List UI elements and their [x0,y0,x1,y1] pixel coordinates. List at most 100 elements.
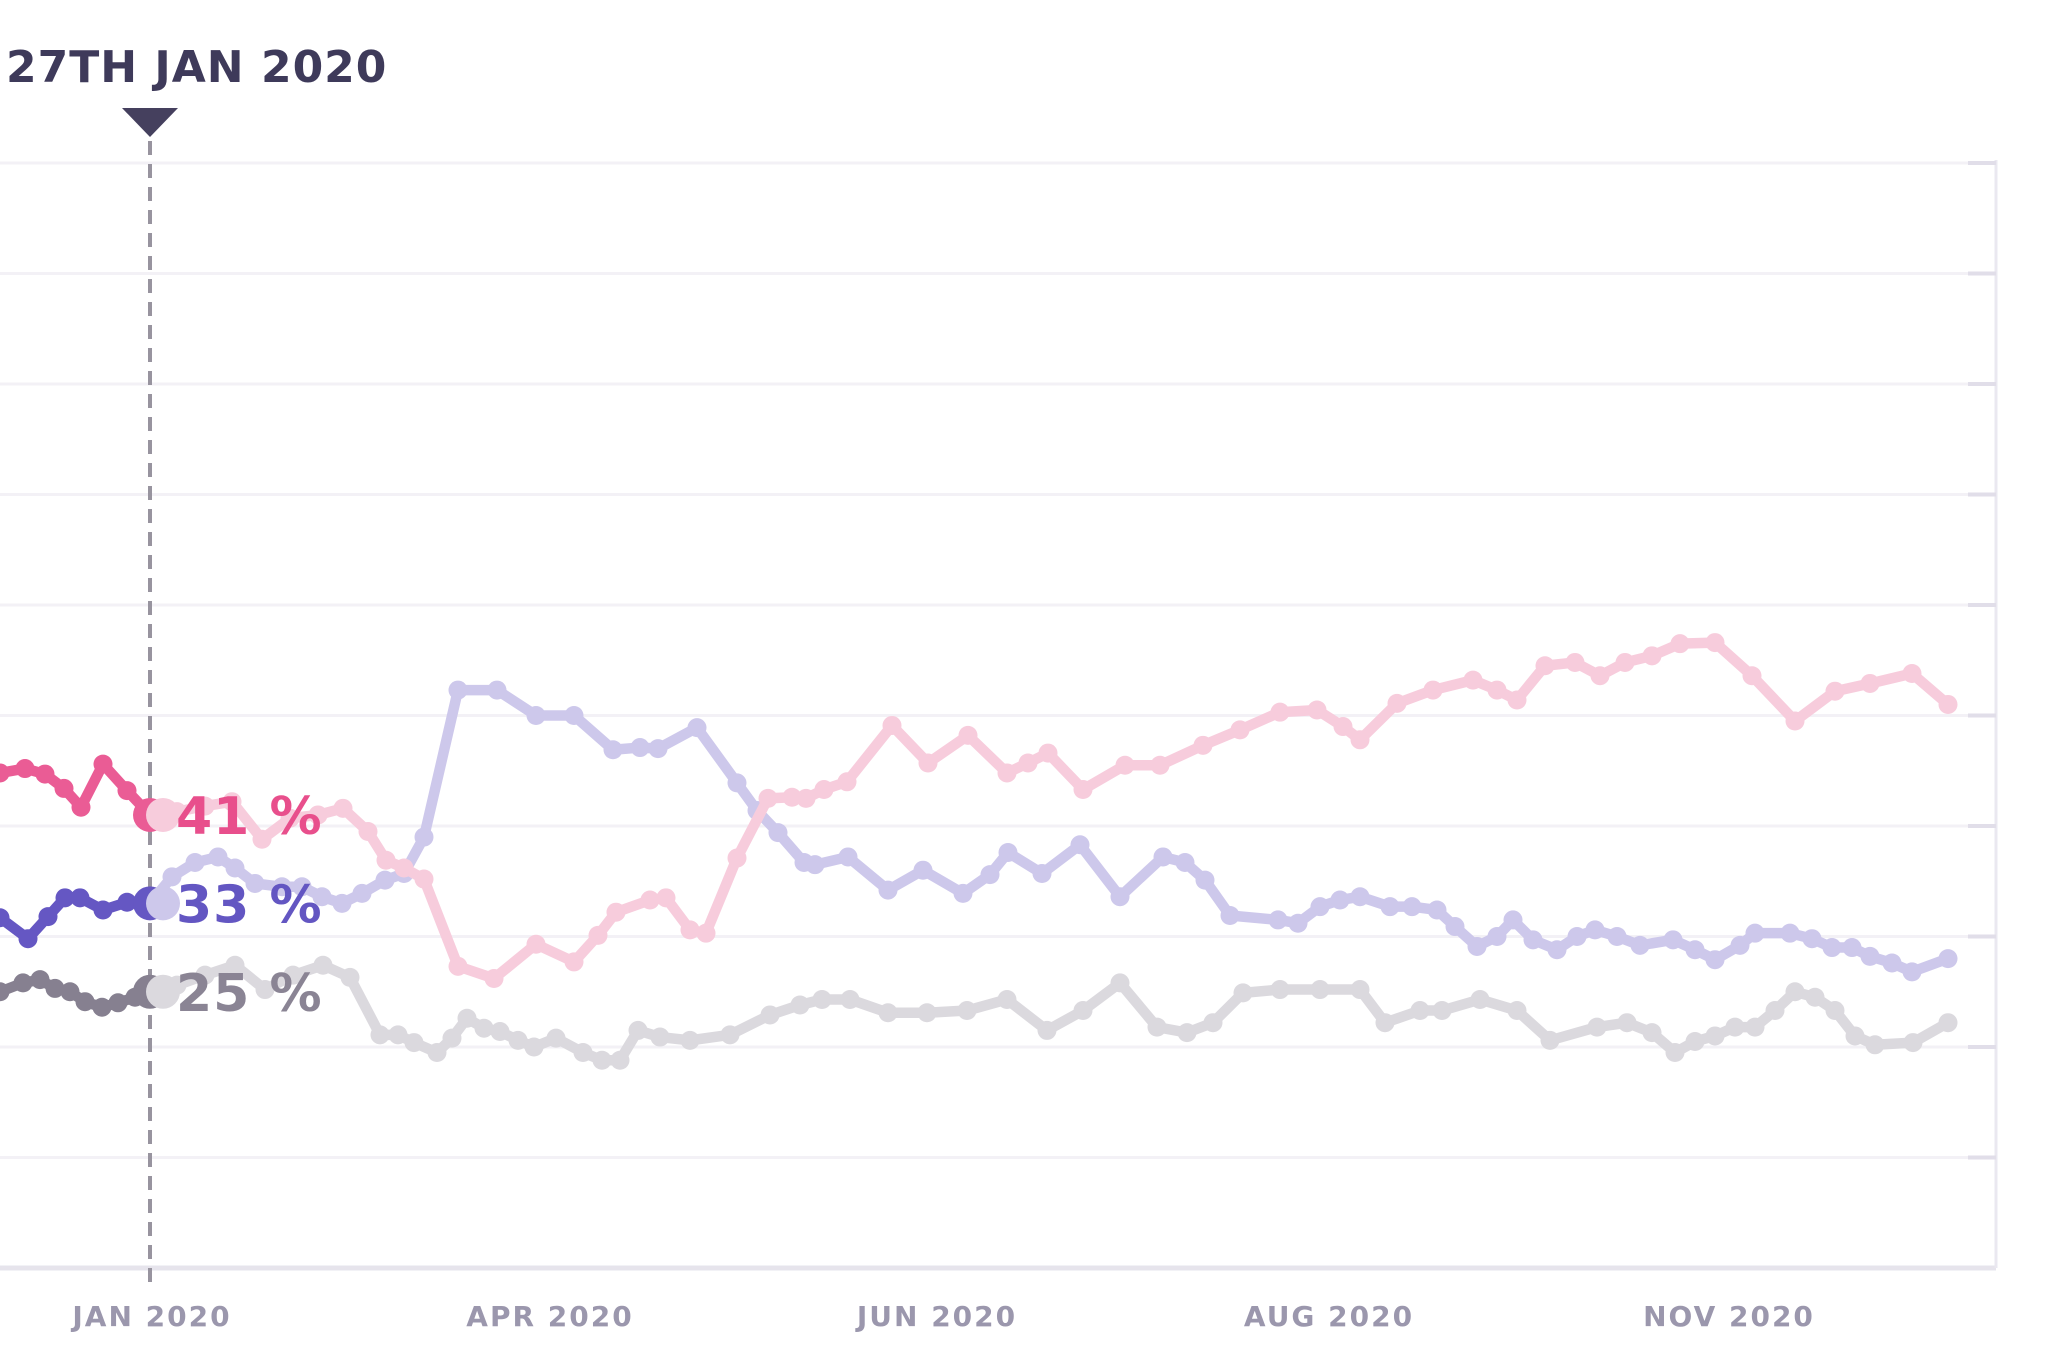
data-point [588,925,608,945]
data-point [546,1028,566,1048]
data-point [30,970,50,990]
data-point [93,900,113,920]
data-point [414,869,434,889]
data-point [680,920,700,940]
data-point [1547,940,1567,960]
data-point [1665,1043,1685,1063]
date-cursor[interactable] [122,108,178,1283]
data-point [1587,1017,1607,1037]
data-point [38,907,58,927]
data-point [656,888,676,908]
x-tick-label-jun: JUN 2020 [855,1300,1017,1333]
data-point [1590,666,1610,686]
data-point [427,1043,447,1063]
data-point [1310,980,1330,1000]
data-point [1882,953,1902,973]
data-point [998,843,1018,863]
data-point [526,934,546,954]
data-point [448,956,468,976]
data-point [1507,1001,1527,1021]
data-point [696,923,716,943]
data-point [442,1028,462,1048]
data-point [1617,1013,1637,1033]
cursor-dot-faded-gray [146,974,180,1009]
data-point [195,965,215,985]
value-label-pink: 41 % [176,787,323,847]
data-point [1463,670,1483,690]
value-label-gray: 25 % [176,964,323,1024]
data-point [1902,962,1922,982]
data-point [474,1018,494,1038]
data-point [997,763,1017,783]
data-point [882,715,902,735]
data-point [0,982,10,1002]
data-point [1745,1017,1765,1037]
data-point [610,1050,630,1070]
data-point [957,1001,977,1021]
data-point [1705,1026,1725,1046]
data-point [1642,1023,1662,1043]
data-point [1540,1030,1560,1050]
data-point [1115,755,1135,775]
data-point [1387,693,1407,713]
data-point [790,995,810,1015]
data-point [225,955,245,975]
data-point [878,1003,898,1023]
data-point [487,680,507,700]
data-point [1470,989,1490,1009]
data-point [195,796,215,816]
data-point [1822,938,1842,958]
data-point [1032,864,1052,884]
data-point [1333,717,1353,737]
data-point [1725,1017,1745,1037]
data-point [272,877,292,897]
data-point [1307,700,1327,720]
data-point [1233,983,1253,1003]
data-point [222,792,242,812]
data-point [814,780,834,800]
data-point [640,890,660,910]
data-point [980,865,1000,885]
data-point [352,883,372,903]
data-point [1073,780,1093,800]
series-purple [0,680,1958,982]
data-point [1585,920,1605,940]
data-point [837,772,857,792]
data-point [1745,923,1765,943]
data-point [333,798,353,818]
data-point [1230,720,1250,740]
data-point [768,823,788,843]
data-point [1195,870,1215,890]
data-point [1018,753,1038,773]
cursor-dot-faded-pink [146,797,180,832]
data-point [997,989,1017,1009]
data-point [913,860,933,880]
right-axis-ticks [1968,161,1996,1160]
data-point [687,718,707,738]
data-point [484,968,504,988]
data-point [1038,743,1058,763]
data-point [332,893,352,913]
data-point [1270,980,1290,1000]
data-point [727,848,747,868]
data-point [1860,673,1880,693]
data-point [414,827,434,847]
data-point [1780,923,1800,943]
data-point [592,1050,612,1070]
data-point [1270,702,1290,722]
data-point [782,787,802,807]
data-point [1705,950,1725,970]
data-point [1785,711,1805,731]
cursor-dot-faded-purple [146,886,180,921]
data-point [340,967,360,987]
data-point [805,855,825,875]
data-point [1150,755,1170,775]
data-point [1110,887,1130,907]
data-point [573,1043,593,1063]
cursor-value-labels: 41 % 33 % 25 % [176,787,323,1024]
cursor-triangle-handle-icon[interactable] [122,108,178,137]
data-point [1350,730,1370,750]
data-point [108,993,128,1013]
data-point [1467,936,1487,956]
